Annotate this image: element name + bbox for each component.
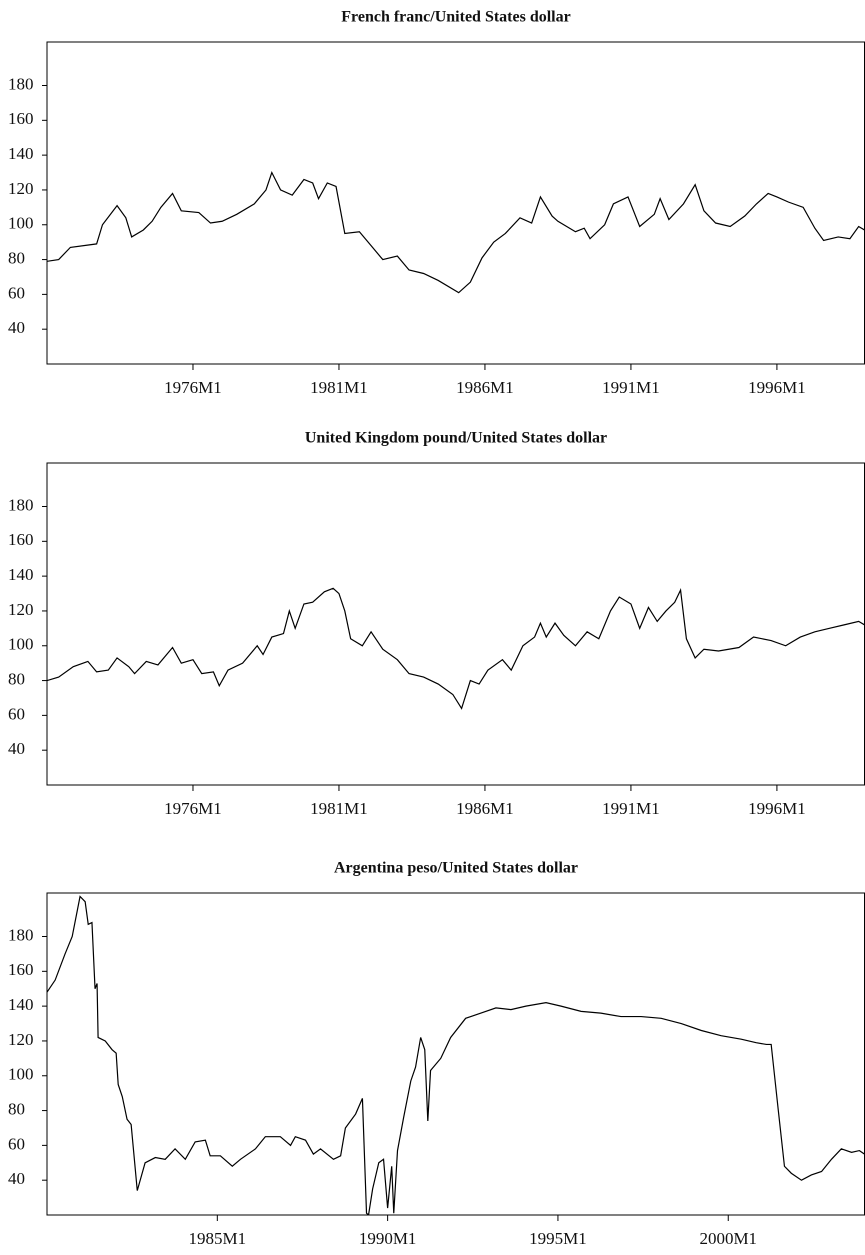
data-line (47, 170, 865, 294)
panel: Argentina peso/United States dollar 40 60 8… (8, 860, 865, 1248)
y-tick-label: 40 (8, 1169, 25, 1188)
y-tick-label: 160 (8, 109, 34, 128)
x-tick-label: 1996M1 (748, 799, 806, 818)
y-tick-label: 140 (8, 144, 34, 163)
x-tick-label: 1986M1 (456, 378, 514, 397)
x-tick-label: 1985M1 (189, 1229, 247, 1248)
x-tick-label: 1981M1 (310, 799, 368, 818)
y-tick-label: 120 (8, 600, 34, 619)
chart-title: French franc/United States dollar (341, 9, 570, 26)
x-tick-label: 1996M1 (748, 378, 806, 397)
data-line (47, 895, 865, 1215)
x-tick-label: 1991M1 (602, 799, 660, 818)
y-tick-label: 40 (8, 318, 25, 337)
plot-frame (46, 41, 865, 365)
y-tick-label: 140 (8, 995, 34, 1014)
y-tick-label: 160 (8, 960, 34, 979)
y-tick-label: 140 (8, 565, 34, 584)
y-tick-label: 100 (8, 1065, 34, 1084)
y-tick-label: 100 (8, 635, 34, 654)
y-tick-label: 180 (8, 495, 34, 514)
x-tick-label: 1976M1 (164, 799, 222, 818)
y-tick-label: 80 (8, 1099, 25, 1118)
y-tick-label: 120 (8, 179, 34, 198)
data-line (47, 587, 865, 710)
y-tick-label: 60 (8, 283, 25, 302)
plot-frame (46, 892, 865, 1216)
x-tick-label: 1981M1 (310, 378, 368, 397)
y-tick-label: 60 (8, 704, 25, 723)
x-tick-label: 1990M1 (359, 1229, 417, 1248)
y-tick-label: 100 (8, 214, 34, 233)
x-tick-label: 1976M1 (164, 378, 222, 397)
chart-title: United Kingdom pound/United States dolla… (305, 430, 607, 447)
plot-frame (46, 462, 865, 786)
panel: United Kingdom pound/United States dolla… (8, 430, 865, 818)
y-tick-label: 120 (8, 1030, 34, 1049)
panel: French franc/United States dollar 40 60 80 1… (8, 9, 865, 397)
chart-title: Argentina peso/United States dollar (334, 860, 578, 877)
y-tick-label: 180 (8, 925, 34, 944)
x-tick-label: 1986M1 (456, 799, 514, 818)
y-tick-label: 60 (8, 1134, 25, 1153)
y-tick-label: 160 (8, 530, 34, 549)
y-tick-label: 80 (8, 248, 25, 267)
x-tick-label: 2000M1 (699, 1229, 757, 1248)
y-tick-label: 180 (8, 74, 34, 93)
x-tick-label: 1995M1 (529, 1229, 587, 1248)
x-tick-label: 1991M1 (602, 378, 660, 397)
y-tick-label: 40 (8, 739, 25, 758)
y-tick-label: 80 (8, 669, 25, 688)
